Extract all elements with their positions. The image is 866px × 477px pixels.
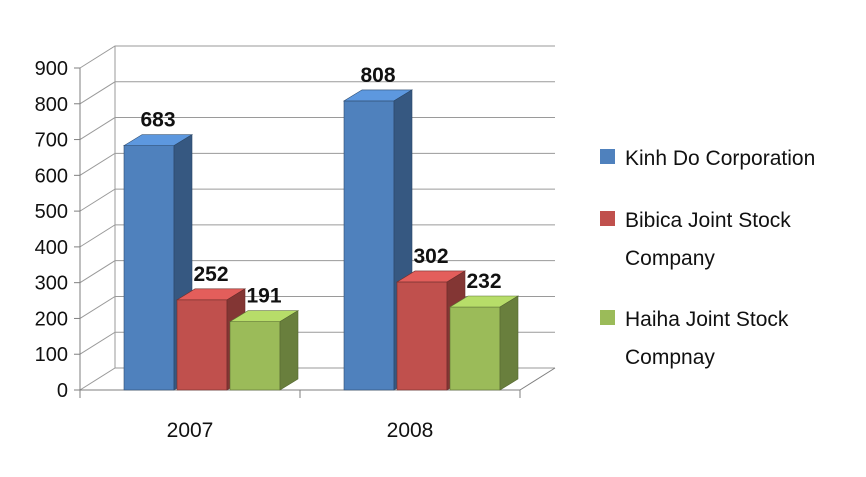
x-category-label: 2008: [387, 419, 434, 442]
gridline: [79, 45, 555, 69]
y-tick-label: 300: [35, 273, 68, 295]
legend-swatch-blue: [600, 149, 615, 164]
bar-front: [123, 145, 175, 391]
legend-label: Bibica Joint Stock Company: [625, 208, 791, 270]
bar-front: [396, 281, 448, 391]
legend-label: Kinh Do Corporation: [625, 147, 816, 170]
legend-item: Bibica Joint Stock Company: [600, 202, 860, 278]
legend-item: Kinh Do Corporation: [600, 140, 860, 178]
floor-right-edge: [519, 367, 556, 391]
y-tick-label: 100: [35, 344, 68, 366]
y-tick-label: 200: [35, 308, 68, 330]
y-tick-label: 700: [35, 130, 68, 152]
y-tick-label: 400: [35, 237, 68, 259]
data-label: 808: [360, 64, 395, 87]
data-label: 302: [413, 245, 448, 268]
legend-swatch-red: [600, 210, 615, 226]
legend-swatch-green: [600, 310, 615, 326]
data-label: 252: [193, 263, 228, 286]
y-tick-label: 900: [35, 58, 68, 80]
gridline: [79, 81, 555, 105]
legend: Kinh Do Corporation Bibica Joint Stock C…: [600, 140, 860, 377]
legend-item: Haiha Joint Stock Compnay: [600, 301, 860, 377]
data-label: 232: [466, 270, 501, 293]
bar-side: [499, 295, 519, 391]
bar-front: [343, 100, 395, 391]
data-label: 683: [140, 109, 175, 132]
data-label: 191: [246, 285, 281, 308]
x-category-label: 2007: [167, 419, 214, 442]
y-tick-label: 500: [35, 201, 68, 223]
bar-front: [229, 321, 281, 391]
bar-side: [279, 310, 299, 391]
y-tick-label: 800: [35, 94, 68, 116]
y-tick-label: 600: [35, 165, 68, 187]
bar-front: [449, 306, 501, 391]
bar-front: [176, 299, 228, 391]
y-tick-label: 0: [57, 380, 68, 402]
legend-label: Haiha Joint Stock Compnay: [625, 308, 789, 370]
